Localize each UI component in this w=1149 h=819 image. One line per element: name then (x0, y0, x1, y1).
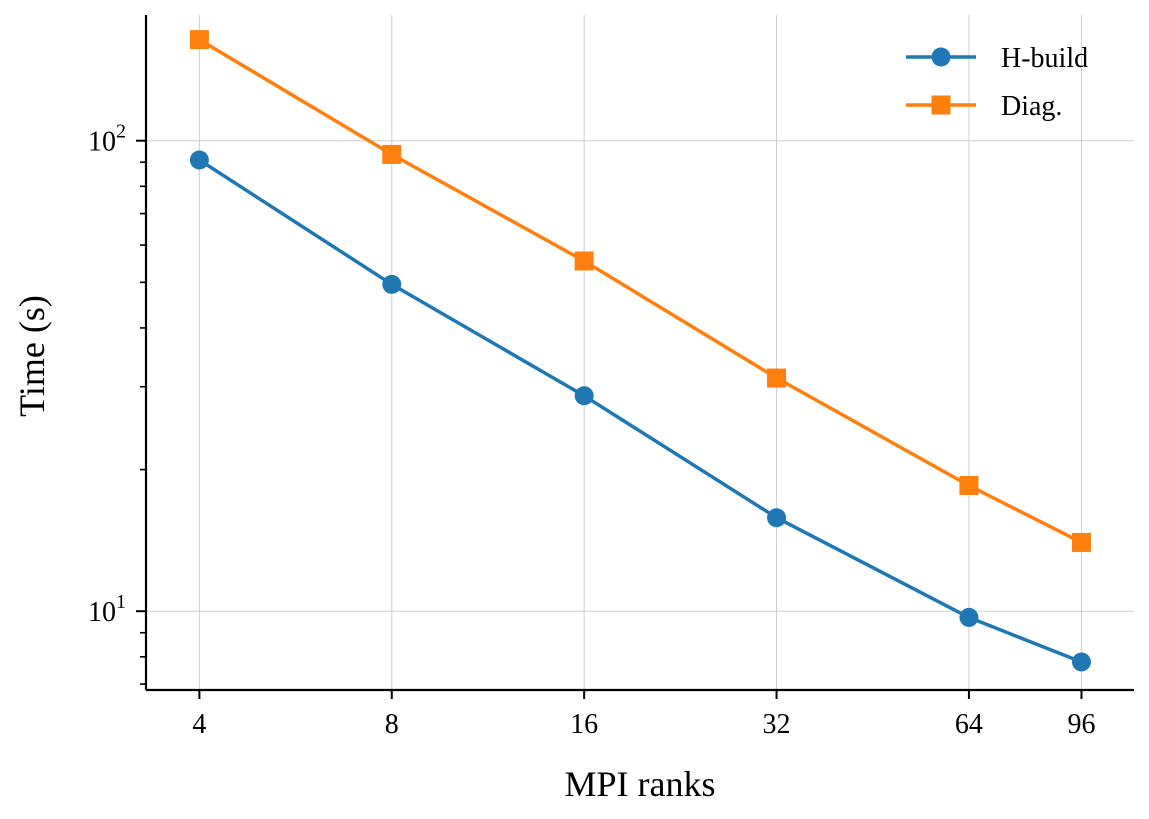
legend-label-diag: Diag. (1001, 91, 1062, 122)
legend-marker-h-build (931, 47, 951, 67)
data-point-h-build (382, 274, 402, 294)
legend: H-build Diag. (906, 43, 1088, 122)
grid (146, 15, 1134, 690)
data-point-diag (574, 251, 594, 271)
x-tick-label: 16 (570, 709, 598, 740)
data-point-h-build (959, 607, 979, 627)
y-axis-title: Time (s) (12, 295, 52, 417)
data-point-diag (382, 144, 402, 164)
series-line-h-build (198, 158, 1083, 664)
data-point-diag (767, 368, 787, 388)
legend-marker-diag (931, 95, 951, 115)
x-tick-label: 8 (385, 709, 399, 740)
x-axis-title: MPI ranks (565, 764, 716, 804)
x-tick-label: 64 (955, 709, 983, 740)
data-point-h-build (189, 150, 209, 170)
y-tick-label: 101 (88, 591, 126, 628)
y-tick-label: 102 (88, 121, 126, 158)
data-point-h-build (767, 508, 787, 528)
data-point-diag (959, 475, 979, 495)
legend-label-h-build: H-build (1001, 43, 1088, 74)
data-point-diag (1071, 532, 1091, 552)
x-tick-label: 96 (1067, 709, 1095, 740)
x-tick-label: 4 (192, 709, 206, 740)
data-point-diag (189, 30, 209, 50)
data-point-h-build (1071, 652, 1091, 672)
data-point-h-build (574, 386, 594, 406)
series (189, 30, 1091, 672)
ticks: 4 8 16 32 64 96 101 102 (88, 121, 1095, 740)
x-tick-label: 32 (763, 709, 791, 740)
axes (144, 15, 1134, 692)
series-line-diag (198, 38, 1083, 544)
